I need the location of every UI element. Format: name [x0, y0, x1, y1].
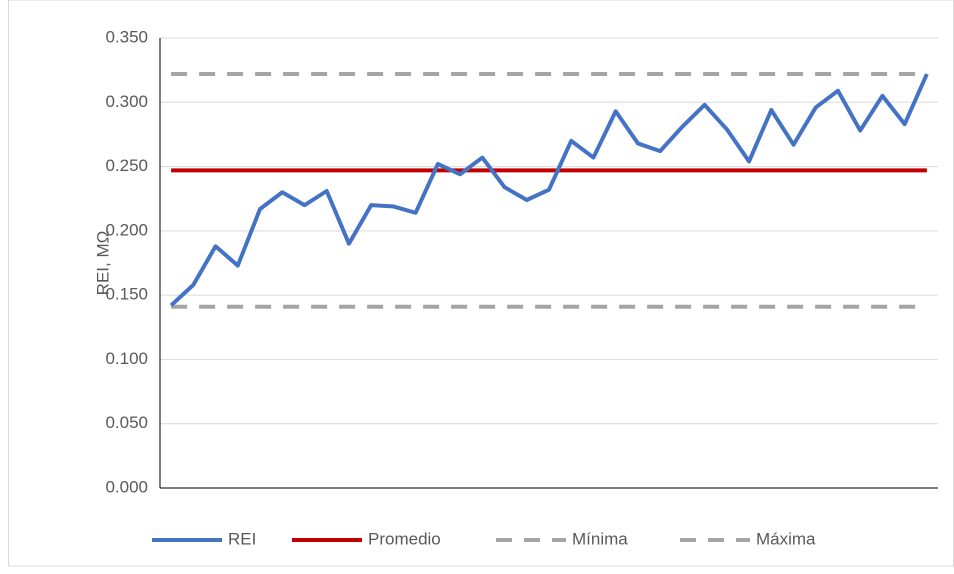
y-tick-label: 0.100 — [105, 349, 148, 368]
y-tick-label: 0.250 — [105, 156, 148, 175]
y-axis-label: REI, MΩ — [93, 231, 112, 296]
legend-label: Promedio — [368, 529, 441, 548]
y-tick-label: 0.000 — [105, 477, 148, 496]
y-tick-label: 0.150 — [105, 285, 148, 304]
y-tick-label: 0.300 — [105, 92, 148, 111]
y-tick-label: 0.350 — [105, 27, 148, 46]
legend-label: REI — [228, 529, 256, 548]
series-line — [169, 73, 929, 307]
y-tick-label: 0.050 — [105, 413, 148, 432]
legend-label: Mínima — [572, 529, 628, 548]
chart-border — [8, 0, 954, 567]
y-tick-label: 0.200 — [105, 220, 148, 239]
legend-label: Máxima — [756, 529, 816, 548]
